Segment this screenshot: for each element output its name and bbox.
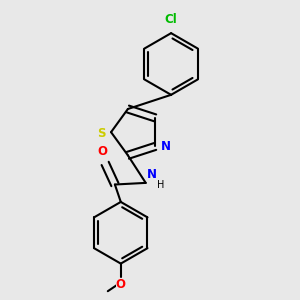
Text: Cl: Cl [165,13,178,26]
Text: N: N [161,140,171,153]
Text: O: O [98,145,108,158]
Text: N: N [147,168,157,181]
Text: H: H [157,179,164,190]
Text: O: O [116,278,126,291]
Text: S: S [97,127,105,140]
